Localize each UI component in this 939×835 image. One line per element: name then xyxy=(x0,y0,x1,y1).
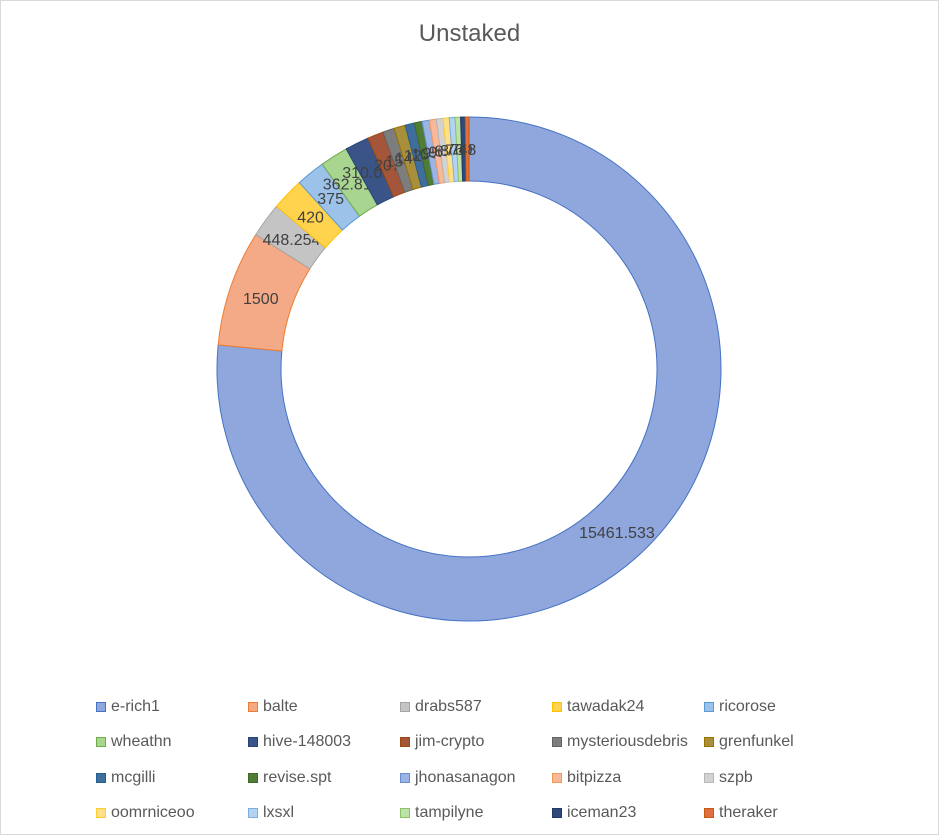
legend-label: mysteriousdebris xyxy=(567,733,688,751)
data-label-balte: 1500 xyxy=(243,291,279,308)
legend-label: mcgilli xyxy=(111,768,156,786)
legend-label: wheathn xyxy=(111,733,172,751)
legend-item-szpb: szpb xyxy=(704,760,856,796)
legend-label: oomrniceoo xyxy=(111,804,195,822)
legend-swatch xyxy=(552,772,562,783)
legend-label: grenfunkel xyxy=(719,733,794,751)
legend-item-grenfunkel: grenfunkel xyxy=(704,725,856,761)
legend-label: lxsxl xyxy=(263,804,295,822)
data-label-theraker: 48 xyxy=(458,142,476,159)
legend-item-drabs587: drabs587 xyxy=(400,689,552,725)
legend-label: bitpizza xyxy=(567,768,622,786)
legend-item-lxsxl: lxsxl xyxy=(248,796,400,832)
legend-item-wheathn: wheathn xyxy=(96,725,248,761)
data-label-e-rich1: 15461.533 xyxy=(579,525,655,542)
legend-item-balte: balte xyxy=(248,689,400,725)
legend-swatch xyxy=(96,772,106,783)
legend-label: revise.spt xyxy=(263,768,332,786)
legend-label: szpb xyxy=(719,768,753,786)
legend-item-theraker: theraker xyxy=(704,796,856,832)
legend-swatch xyxy=(248,772,258,783)
legend-swatch xyxy=(96,737,106,748)
legend-swatch xyxy=(248,737,258,748)
legend-item-e-rich1: e-rich1 xyxy=(96,689,248,725)
legend-swatch xyxy=(248,808,258,819)
data-label-tawadak24: 420 xyxy=(297,209,324,226)
legend-label: balte xyxy=(263,697,298,715)
legend-item-mcgilli: mcgilli xyxy=(96,760,248,796)
legend-label: iceman23 xyxy=(567,804,637,822)
legend-swatch xyxy=(248,701,258,712)
legend-swatch xyxy=(704,808,714,819)
legend-item-jhonasanagon: jhonasanagon xyxy=(400,760,552,796)
legend-item-hive-148003: hive-148003 xyxy=(248,725,400,761)
legend-item-tampilyne: tampilyne xyxy=(400,796,552,832)
legend-item-mysteriousdebris: mysteriousdebris xyxy=(552,725,704,761)
legend-label: theraker xyxy=(719,804,778,822)
legend-label: hive-148003 xyxy=(263,733,352,751)
chart-title: Unstaked xyxy=(418,20,521,47)
legend-swatch xyxy=(96,701,106,712)
data-label-drabs587: 448.254 xyxy=(263,232,321,249)
chart-legend: e-rich1 balte drabs587 tawadak24 ricorose whe… xyxy=(96,689,856,831)
legend-item-iceman23: iceman23 xyxy=(552,796,704,832)
legend-item-jim-crypto: jim-crypto xyxy=(400,725,552,761)
legend-swatch xyxy=(704,701,714,712)
legend-label: e-rich1 xyxy=(111,697,160,715)
legend-swatch xyxy=(704,737,714,748)
legend-swatch xyxy=(704,772,714,783)
donut-slice-theraker xyxy=(464,116,470,182)
legend-item-tawadak24: tawadak24 xyxy=(552,689,704,725)
legend-swatch xyxy=(400,808,410,819)
legend-swatch xyxy=(400,737,410,748)
legend-item-oomrniceoo: oomrniceoo xyxy=(96,796,248,832)
legend-item-bitpizza: bitpizza xyxy=(552,760,704,796)
legend-label: jim-crypto xyxy=(415,733,485,751)
legend-swatch xyxy=(400,701,410,712)
legend-swatch xyxy=(552,701,562,712)
legend-label: tampilyne xyxy=(415,804,484,822)
legend-swatch xyxy=(552,737,562,748)
legend-label: drabs587 xyxy=(415,697,482,715)
data-label-ricorose: 375 xyxy=(317,191,344,208)
legend-label: tawadak24 xyxy=(567,697,645,715)
legend-swatch xyxy=(400,772,410,783)
donut-slice-e-rich1 xyxy=(216,116,722,622)
legend-label: jhonasanagon xyxy=(415,768,516,786)
legend-item-ricorose: ricorose xyxy=(704,689,856,725)
legend-label: ricorose xyxy=(719,697,776,715)
legend-swatch xyxy=(96,808,106,819)
legend-item-revise.spt: revise.spt xyxy=(248,760,400,796)
legend-swatch xyxy=(552,808,562,819)
